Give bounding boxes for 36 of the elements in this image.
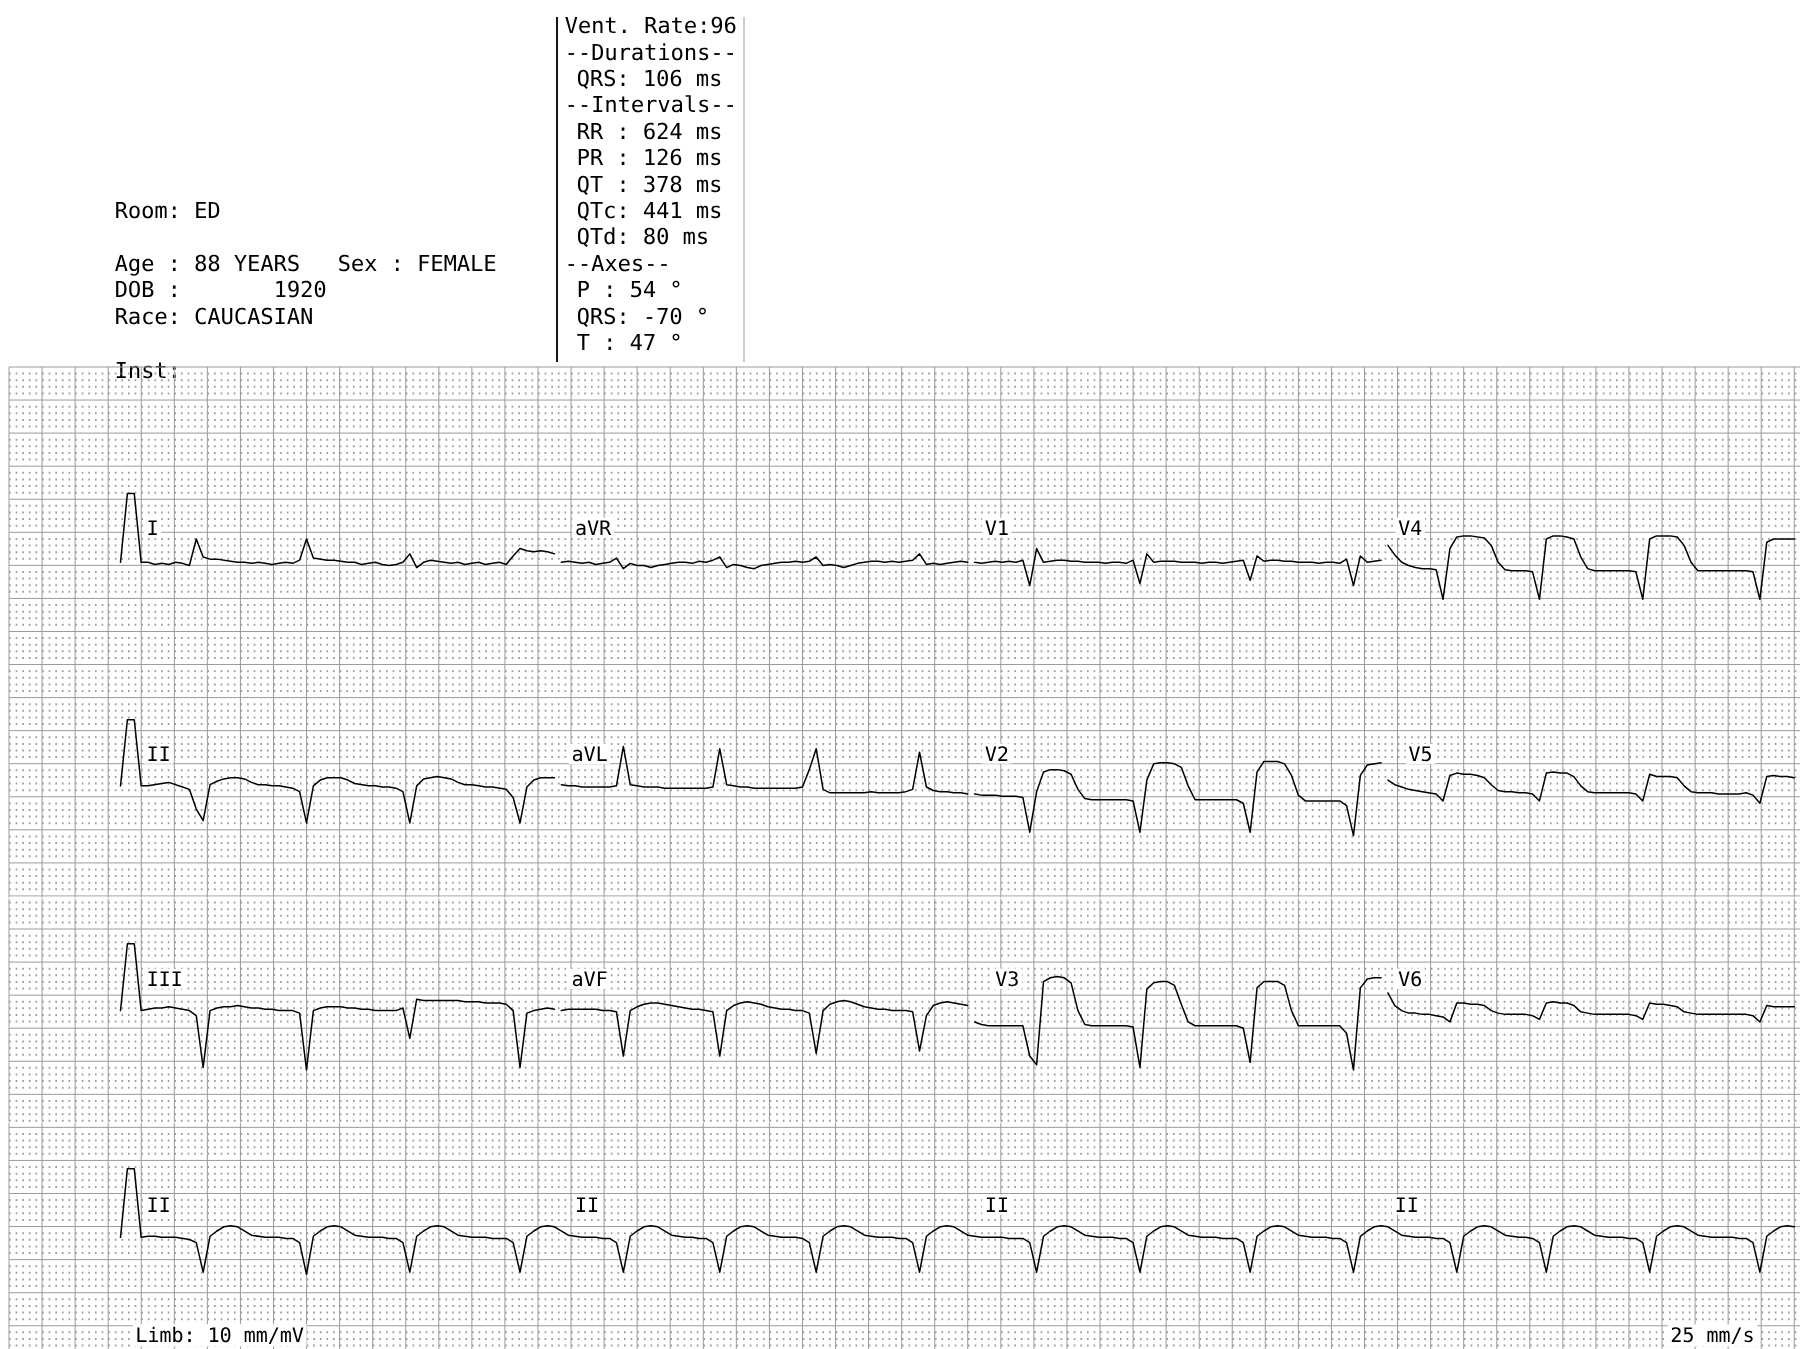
text: QT : 378 ms bbox=[577, 175, 721, 195]
text: --Durations-- bbox=[568, 43, 734, 61]
text: RR : 624 ms bbox=[578, 122, 721, 140]
text: 1920 bbox=[276, 280, 326, 298]
text: Sex : FEMALE bbox=[339, 254, 496, 272]
text: QRS: -70 ° bbox=[577, 307, 706, 327]
text: 25 mm/s bbox=[1671, 1327, 1753, 1344]
series-label: aVL bbox=[572, 746, 607, 762]
text: DOB : bbox=[116, 280, 176, 298]
text: QRS: 106 ms bbox=[577, 69, 721, 89]
series-label: aVR bbox=[576, 520, 612, 536]
series-label: II bbox=[148, 746, 169, 761]
text: Inst: bbox=[116, 361, 176, 379]
series-label: V2 bbox=[985, 746, 1008, 761]
series-label: aVF bbox=[572, 971, 607, 987]
series-label: I bbox=[148, 520, 157, 535]
text: P : 54 ° bbox=[578, 280, 680, 298]
series-label: V1 bbox=[985, 520, 1008, 535]
text: Room: ED bbox=[116, 201, 220, 219]
text: QTc: 441 ms bbox=[577, 201, 721, 221]
series-label: V4 bbox=[1398, 520, 1422, 535]
text: PR : 126 ms bbox=[578, 148, 721, 166]
text: Race: CAUCASIAN bbox=[116, 307, 312, 325]
series-label: II bbox=[986, 1197, 1007, 1212]
series-label: V6 bbox=[1398, 971, 1421, 987]
series-label: V3 bbox=[995, 971, 1018, 987]
text: --Intervals-- bbox=[568, 95, 734, 113]
text: Vent. Rate:96 bbox=[565, 16, 736, 34]
series-label: II bbox=[1396, 1197, 1417, 1212]
series-label: III bbox=[148, 971, 181, 986]
text: T : 47 ° bbox=[577, 333, 680, 350]
series-label: V5 bbox=[1409, 746, 1431, 762]
text: QTd: 80 ms bbox=[577, 227, 707, 247]
text: Limb: 10 mm/mV bbox=[137, 1326, 304, 1344]
text: Age : 88 YEARS bbox=[115, 254, 299, 276]
text: --Axes-- bbox=[568, 254, 667, 272]
